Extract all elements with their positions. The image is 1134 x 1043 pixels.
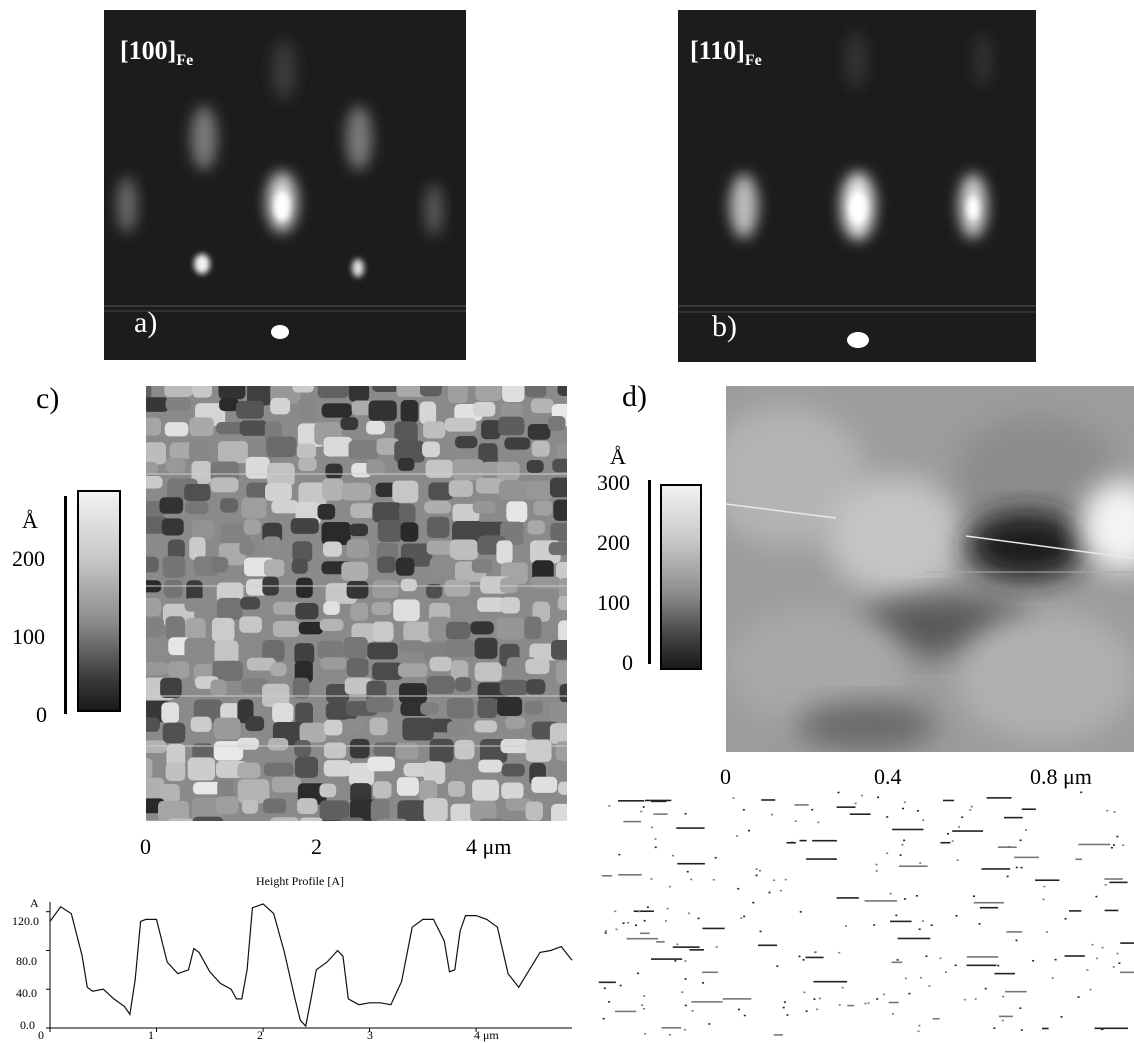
profile-y-tick-120: 120.0 [12, 914, 39, 928]
panel-label-d: d) [622, 380, 647, 413]
profile-x-tick-2: 2 [257, 1028, 263, 1042]
profile-series-line [49, 903, 573, 1028]
scale-unit-d: Å [610, 444, 626, 469]
profile-x-tick-3: 3 [367, 1028, 373, 1042]
x-tick-c-4: 4 μm [466, 834, 512, 859]
color-scale-d [660, 484, 702, 670]
direction-label-b: [110]Fe [690, 36, 762, 70]
scale-tick-d-200: 200 [597, 530, 630, 555]
x-tick-d-0: 0 [720, 764, 731, 789]
x-tick-d-04: 0.4 [874, 764, 902, 789]
x-tick-c-2: 2 [311, 834, 322, 859]
profile-x-tick-0: 0 [38, 1028, 44, 1042]
rheed-panel-b: [110]Fe b) [678, 10, 1036, 362]
afm-texture-c [146, 386, 567, 821]
scale-tick-c-200: 200 [12, 546, 45, 571]
scale-tick-c-100: 100 [12, 624, 45, 649]
scale-tick-d-0: 0 [622, 650, 633, 675]
profile-x-unit: μm [483, 1028, 499, 1042]
scale-tick-d-300: 300 [597, 470, 630, 495]
panel-label-a: a) [134, 306, 158, 339]
color-scale-c [77, 490, 121, 712]
direction-label-a: [100]Fe [120, 36, 194, 70]
profile-y-tick-0: 0.0 [20, 1018, 35, 1032]
scale-unit-c: Å [22, 508, 38, 533]
scale-axis-d [648, 480, 651, 664]
height-profile-chart [46, 902, 573, 1032]
profile-y-tick-80: 80.0 [16, 954, 37, 968]
x-unit-d: μm [1063, 764, 1092, 789]
scale-tick-c-0: 0 [36, 702, 47, 727]
profile-title: Height Profile [A] [256, 874, 344, 888]
afm-image-c [146, 386, 567, 821]
rheed-pattern-b [678, 32, 1036, 348]
profile-y-unit: A [30, 896, 39, 910]
profile-x-tick-4: 4 μm [474, 1028, 499, 1042]
scale-axis-c [64, 496, 67, 714]
rheed-pattern-a [104, 40, 466, 339]
panel-label-b: b) [712, 310, 737, 343]
profile-y-tick-40: 40.0 [16, 986, 37, 1000]
afm-texture-d [726, 386, 1134, 752]
scan-noise-area [598, 791, 1134, 1036]
profile-x-tick-1: 1 [148, 1028, 154, 1042]
x-unit-c: μm [482, 834, 512, 859]
rheed-panel-a: [100]Fe a) [104, 10, 466, 360]
panel-label-c: c) [36, 382, 60, 415]
x-tick-d-08: 0.8 μm [1030, 764, 1092, 789]
afm-image-d [726, 386, 1134, 752]
x-tick-c-0: 0 [140, 834, 151, 859]
scale-tick-d-100: 100 [597, 590, 630, 615]
